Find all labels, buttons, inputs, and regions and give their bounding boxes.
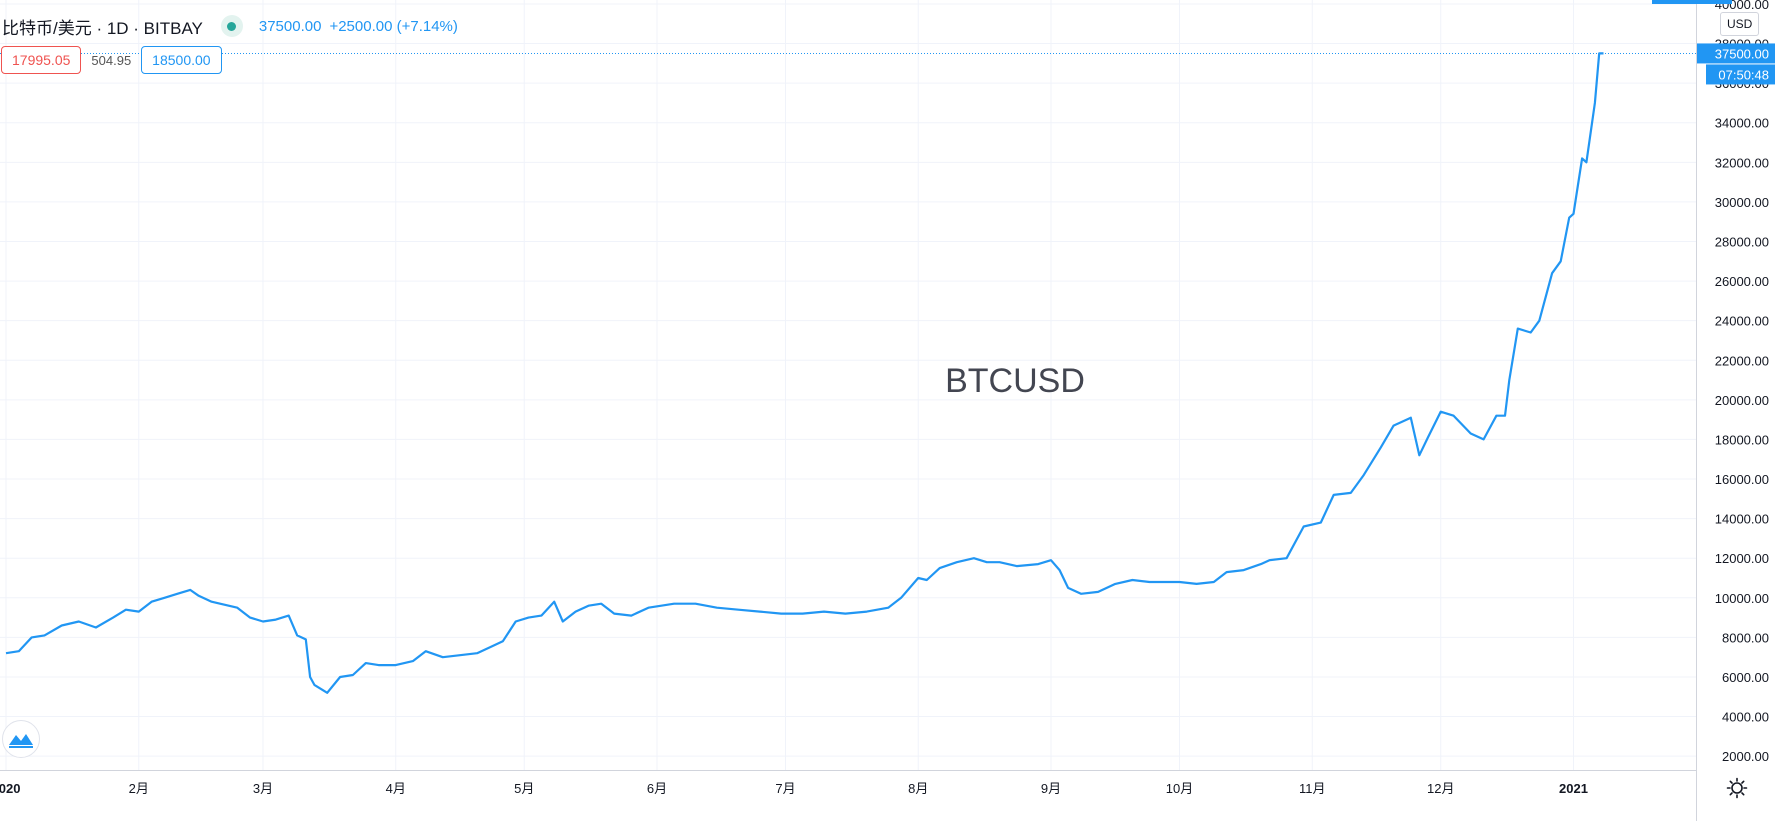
last-price-value: 37500.00 [258,17,322,35]
market-status-icon[interactable] [220,15,243,37]
y-tick-label: 18000.00 [1715,432,1769,447]
y-tick-label: 16000.00 [1715,472,1769,487]
x-tick-label: 2月 [129,781,149,796]
x-tick-label: 4月 [386,781,406,796]
y-tick-label: 12000.00 [1715,551,1769,566]
settings-button[interactable] [1725,776,1749,800]
tradingview-logo-icon [9,734,33,748]
symbol-legend: 比特币/美元 · 1D · BITBAY 37500.00 +2500.00 (… [0,14,458,38]
active-tab-indicator [1652,0,1732,4]
y-tick-label: 28000.00 [1715,234,1769,249]
y-tick-label: 8000.00 [1722,630,1769,645]
y-tick-label: 6000.00 [1722,670,1769,685]
x-tick-label: 10月 [1166,781,1193,796]
y-tick-label: 40000.00 [1715,0,1769,12]
y-tick-label: 22000.00 [1715,353,1769,368]
sell-button[interactable]: 17995.05 [1,46,82,74]
price-series-line[interactable] [5,52,1604,694]
x-tick-label: 6月 [647,781,667,796]
x-tick-label: 5月 [514,781,534,796]
x-tick-label: 2021 [1559,781,1588,796]
price-axis[interactable]: 2000.00 4000.00 6000.00 8000.00 10000.00 1200… [1715,0,1769,764]
last-price-label: 37500.00 [1697,43,1775,64]
x-tick-label: 9月 [1041,781,1061,796]
trade-prices: 17995.05 504.95 18500.00 [1,46,222,74]
spread-value: 504.95 [91,52,132,68]
y-tick-label: 14000.00 [1715,512,1769,527]
currency-badge[interactable]: USD [1720,12,1760,36]
y-tick-label: 2000.00 [1722,749,1769,764]
y-tick-label: 4000.00 [1722,710,1769,725]
x-tick-label: 12月 [1427,781,1454,796]
x-tick-label: 7月 [775,781,795,796]
x-tick-label: 3月 [253,781,273,796]
symbol-title[interactable]: 比特币/美元 · 1D · BITBAY [2,18,203,38]
buy-button[interactable]: 18500.00 [141,46,222,74]
symbol-watermark: BTCUSD [945,362,1085,400]
x-tick-label: 2020 [0,781,20,796]
y-tick-label: 30000.00 [1715,195,1769,210]
x-tick-label: 8月 [908,781,928,796]
y-tick-label: 20000.00 [1715,393,1769,408]
logo-button[interactable] [2,720,40,758]
price-change-value: +2500.00 (+7.14%) [329,17,458,35]
countdown-label: 07:50:48 [1706,64,1775,85]
y-tick-label: 26000.00 [1715,274,1769,289]
gear-icon [1726,777,1748,799]
time-axis[interactable]: 2020 2月 3月 4月 5月 6月 7月 8月 9月 10月 11月 12月 2021 [0,781,1588,796]
y-tick-label: 32000.00 [1715,155,1769,170]
x-tick-label: 11月 [1299,781,1326,796]
svg-text:07:50:48: 07:50:48 [1718,67,1769,82]
y-tick-label: 24000.00 [1715,314,1769,329]
grid-lines [0,0,1696,770]
y-tick-label: 34000.00 [1715,116,1769,131]
y-tick-label: 10000.00 [1715,591,1769,606]
svg-text:37500.00: 37500.00 [1715,46,1769,61]
